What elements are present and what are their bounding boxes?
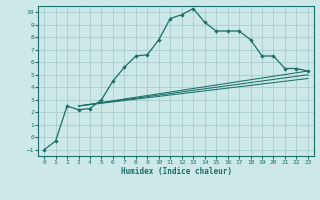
X-axis label: Humidex (Indice chaleur): Humidex (Indice chaleur) — [121, 167, 231, 176]
